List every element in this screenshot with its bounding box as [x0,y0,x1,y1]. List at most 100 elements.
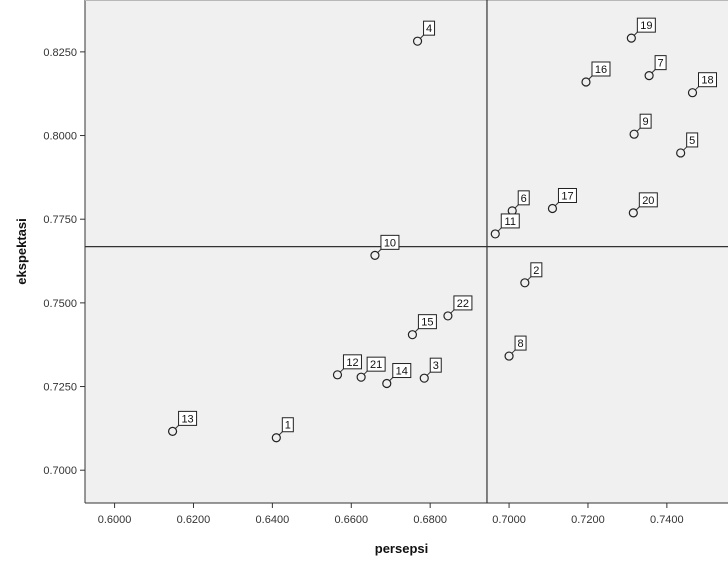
point-marker [644,71,654,81]
point-label: 8 [518,338,524,350]
point-label: 20 [642,195,654,207]
y-tick-label: 0.8000 [43,131,77,143]
scatter-point: 8 [504,335,527,361]
point-label-box [638,192,658,208]
point-label: 11 [505,216,516,228]
point-marker [443,311,453,321]
scatter-point: 9 [629,113,652,139]
point-label-box [500,213,520,229]
x-axis-title: persepsi [375,541,428,556]
point-label: 13 [181,413,193,425]
x-axis-ticks: 0.6000 0.6200 0.6400 0.6600 0.6800 0.7000 0.72… [98,503,684,526]
scatter-point: 10 [370,234,400,260]
x-tick-label: 0.6600 [334,514,368,526]
point-marker [412,36,423,46]
scatter-point: 20 [628,192,658,218]
x-tick-label: 0.7400 [650,514,684,526]
point-label-box [417,314,437,330]
point-marker [504,351,514,361]
point-label: 18 [701,75,713,87]
scatter-point: 7 [644,55,667,81]
point-label: 10 [384,237,396,249]
point-label: 22 [457,298,469,310]
point-label: 21 [370,359,382,371]
point-label: 19 [640,20,652,32]
y-tick-label: 0.7750 [43,214,77,226]
point-label-box [686,132,699,148]
point-label-box [654,55,667,71]
point-marker [547,203,558,214]
x-tick-label: 0.7000 [492,514,526,526]
point-label-box [636,17,656,33]
point-marker [271,433,281,443]
y-tick-label: 0.8250 [43,47,77,59]
scatter-point: 14 [382,363,412,389]
y-axis-title: ekspektasi [14,218,29,285]
scatter-point: 21 [356,356,386,382]
x-tick-label: 0.6200 [177,514,211,526]
point-label: 16 [595,64,607,76]
point-label-box [342,354,362,370]
scatter-point: 19 [626,17,656,43]
scatter-point: 17 [547,187,577,214]
point-label-box [514,335,527,351]
point-label-box [380,234,400,250]
point-label: 17 [561,190,573,202]
point-label-box [392,363,412,379]
point-label: 4 [426,23,432,35]
point-marker [167,426,178,436]
point-marker [676,148,686,158]
point-marker [490,229,500,239]
point-label-box [429,357,442,373]
point-label: 12 [346,357,358,369]
scatter-point: 18 [687,72,717,98]
point-label-box [453,295,473,311]
point-marker [520,278,530,288]
point-marker [581,77,591,87]
point-label-box [178,410,198,426]
point-label: 14 [396,366,408,378]
point-label: 3 [433,360,439,372]
scatter-point: 5 [676,132,699,158]
point-label-box [530,262,543,278]
scatter-point: 1 [271,417,294,443]
point-marker [687,88,698,98]
point-label: 15 [421,317,433,329]
point-marker [419,373,429,383]
plot-area [85,0,728,503]
point-label: 6 [521,193,527,205]
x-tick-label: 0.6800 [413,514,447,526]
point-label: 7 [658,58,664,70]
scatter-point: 13 [167,410,198,436]
point-marker [628,208,638,218]
scatter-point: 22 [443,295,473,321]
point-label: 5 [689,135,695,147]
point-label-box [557,187,577,203]
scatter-point: 12 [332,354,362,380]
x-tick-label: 0.6400 [256,514,290,526]
scatter-point: 3 [419,357,442,383]
point-label-box [517,190,530,206]
point-marker [356,372,366,382]
point-label-box [639,113,652,129]
scatter-point: 15 [407,314,437,340]
point-label: 2 [533,265,539,277]
point-label-box [697,72,717,88]
y-tick-label: 0.7000 [43,465,77,477]
x-tick-label: 0.7200 [571,514,605,526]
point-label-box [591,61,611,77]
point-marker [332,370,343,380]
point-label: 9 [643,116,649,128]
y-tick-label: 0.7500 [43,298,77,310]
point-marker [370,250,380,260]
scatter-point: 2 [520,262,543,288]
y-tick-label: 0.7250 [43,382,77,394]
scatter-point: 4 [412,20,436,46]
point-marker [407,330,418,340]
point-label: 1 [285,420,291,432]
point-label-box [366,356,386,372]
point-marker [382,378,392,389]
